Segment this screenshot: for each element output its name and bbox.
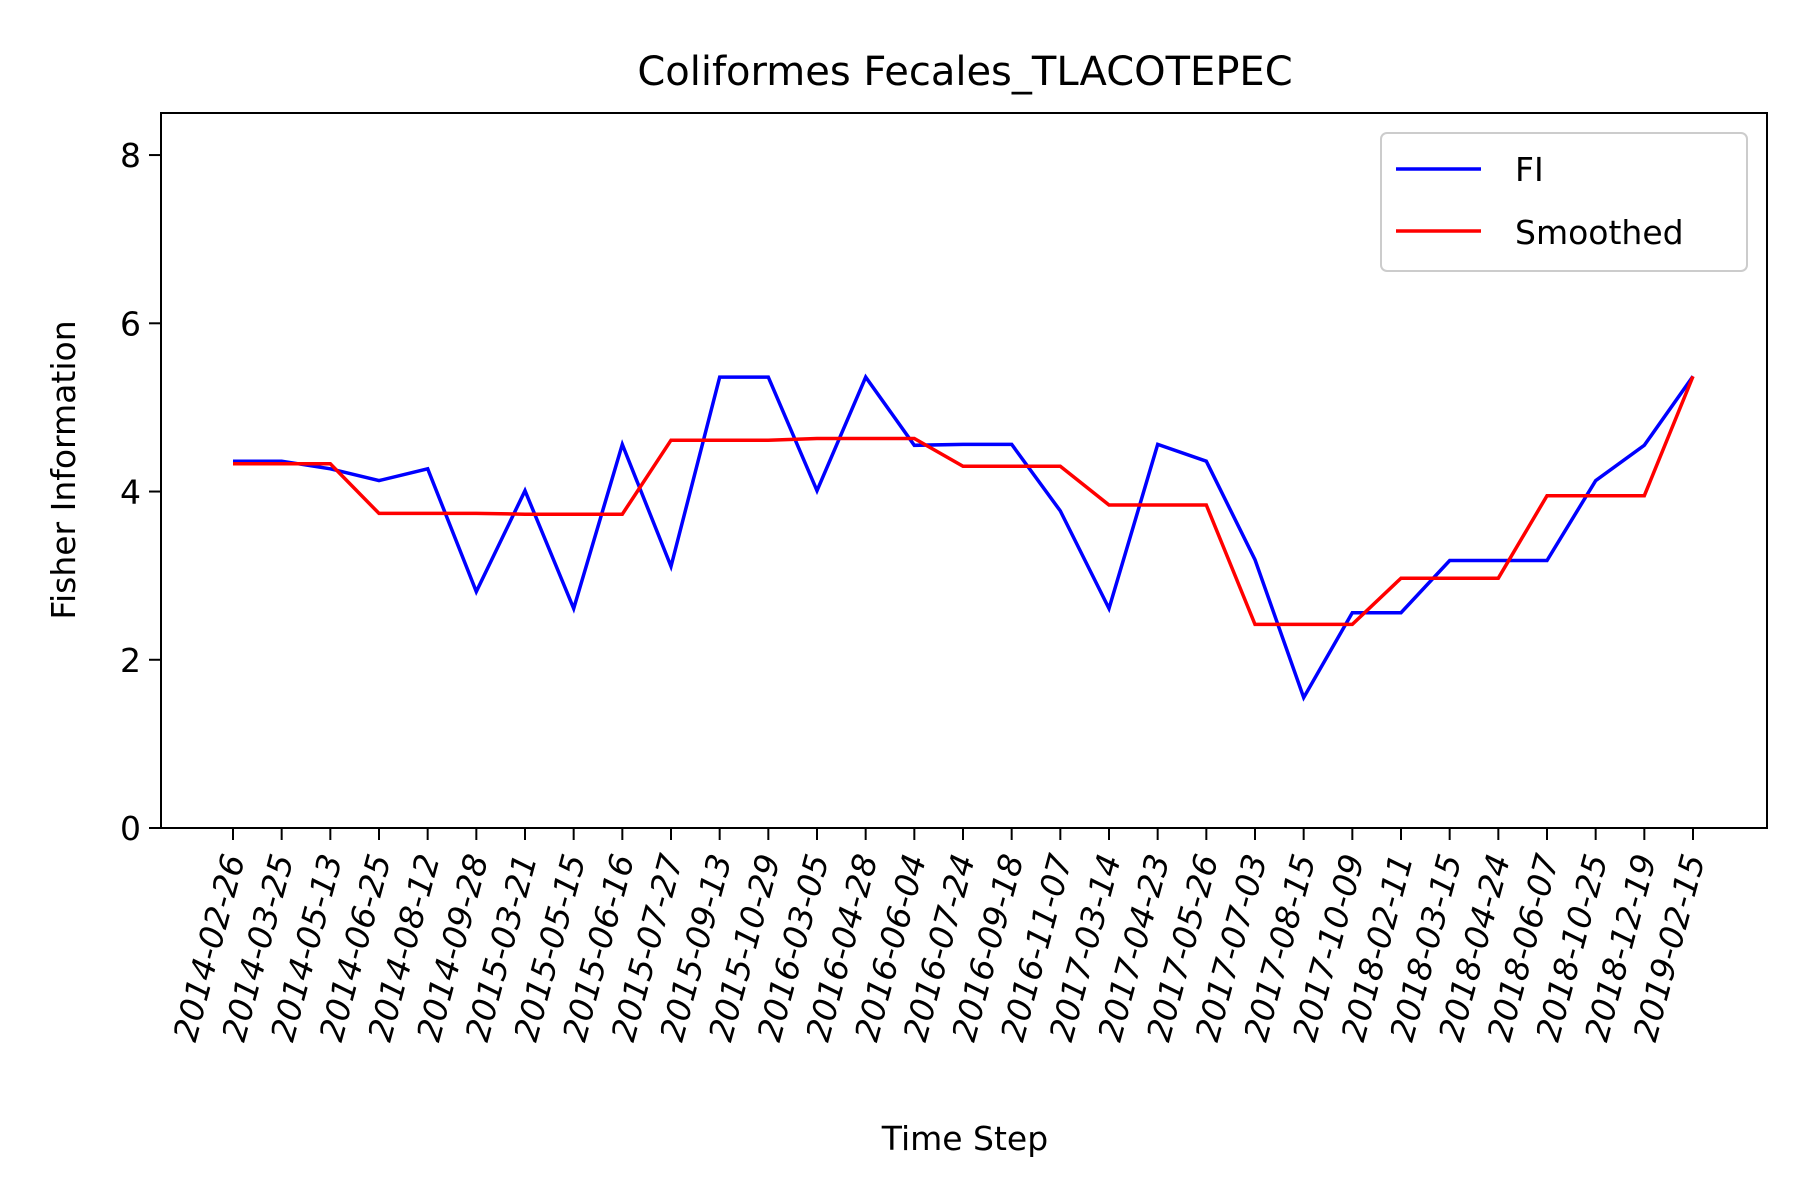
y-tick-label: 2 bbox=[120, 641, 141, 680]
legend-label-fi: FI bbox=[1515, 150, 1544, 189]
y-tick-label: 0 bbox=[120, 809, 141, 848]
series-line-fi bbox=[233, 373, 1695, 702]
y-axis-label: Fisher Information bbox=[44, 320, 83, 619]
x-axis: 2014-02-262014-03-252014-05-132014-06-25… bbox=[165, 828, 1713, 1045]
y-tick-label: 4 bbox=[120, 473, 141, 512]
y-tick-label: 8 bbox=[120, 136, 141, 175]
chart-title: Coliformes Fecales_TLACOTEPEC bbox=[637, 49, 1292, 95]
legend: FI Smoothed bbox=[1380, 132, 1748, 272]
series-line-smoothed bbox=[233, 375, 1695, 627]
legend-label-smoothed: Smoothed bbox=[1515, 213, 1684, 252]
x-axis-label: Time Step bbox=[881, 1119, 1048, 1158]
plot-area bbox=[233, 373, 1695, 702]
y-axis: 0 2 4 6 8 bbox=[120, 136, 161, 848]
y-tick-label: 6 bbox=[120, 304, 141, 343]
